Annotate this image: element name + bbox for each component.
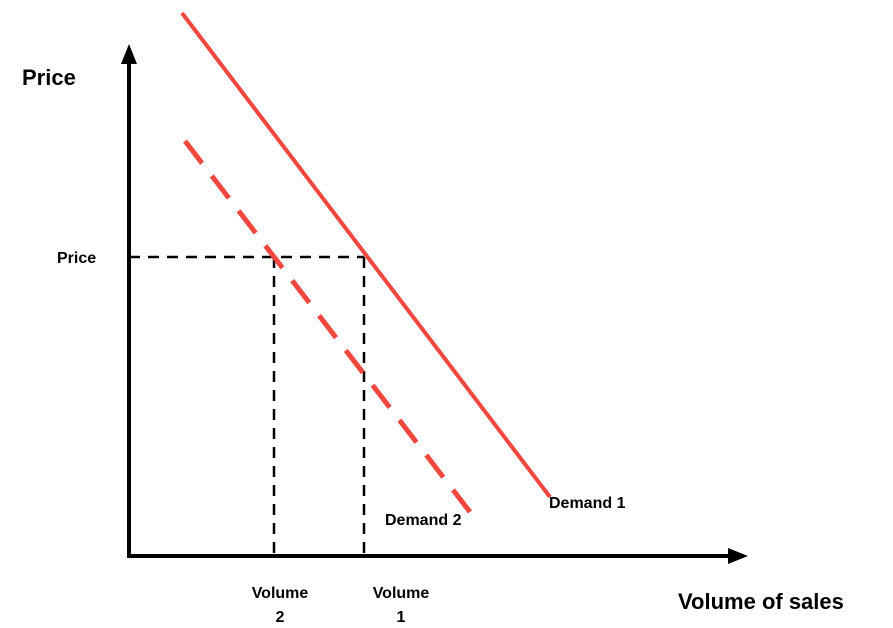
demand1-curve — [180, 11, 552, 499]
volume1-label-line1: Volume — [373, 585, 430, 602]
demand2-curve — [183, 139, 472, 514]
price-tick-label: Price — [57, 250, 96, 267]
y-axis-arrowhead — [121, 44, 137, 64]
demand2-label: Demand 2 — [385, 512, 462, 529]
volume2-label-line2: 2 — [276, 609, 285, 626]
x-axis-arrowhead — [728, 548, 748, 564]
x-axis-label: Volume of sales — [678, 589, 844, 614]
y-axis-label: Price — [22, 65, 76, 90]
volume2-label-line1: Volume — [252, 585, 309, 602]
demand1-label: Demand 1 — [549, 495, 626, 512]
volume1-label-line2: 1 — [397, 609, 406, 626]
